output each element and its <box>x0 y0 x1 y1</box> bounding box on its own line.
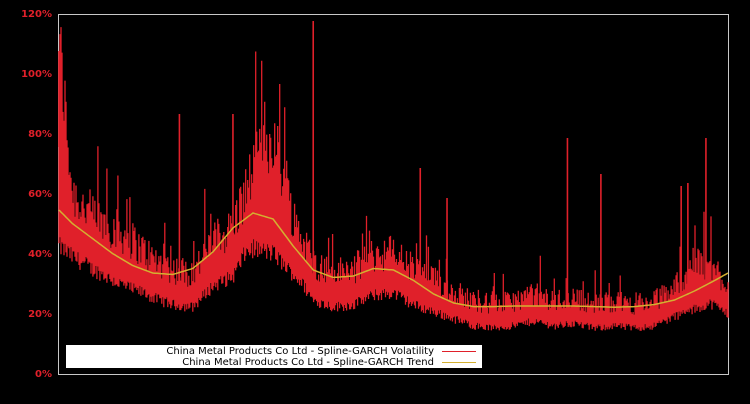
legend-item-volatility: China Metal Products Co Ltd - Spline-GAR… <box>166 346 482 357</box>
legend: China Metal Products Co Ltd - Spline-GAR… <box>66 345 482 368</box>
legend-item-trend: China Metal Products Co Ltd - Spline-GAR… <box>182 357 482 368</box>
volatility-series <box>58 21 729 331</box>
y-tick-label: 80% <box>28 129 52 140</box>
legend-label: China Metal Products Co Ltd - Spline-GAR… <box>182 357 434 368</box>
y-tick-label: 60% <box>28 189 52 200</box>
y-tick-label: 40% <box>28 249 52 260</box>
trend-series <box>58 209 729 308</box>
y-tick-label: 120% <box>21 9 52 20</box>
volatility-line <box>58 27 729 331</box>
legend-label: China Metal Products Co Ltd - Spline-GAR… <box>166 346 434 357</box>
y-tick-label: 100% <box>21 69 52 80</box>
y-tick-label: 20% <box>28 309 52 320</box>
legend-swatch-volatility <box>442 351 476 352</box>
legend-swatch-trend <box>442 362 476 363</box>
y-tick-label: 0% <box>35 369 52 380</box>
